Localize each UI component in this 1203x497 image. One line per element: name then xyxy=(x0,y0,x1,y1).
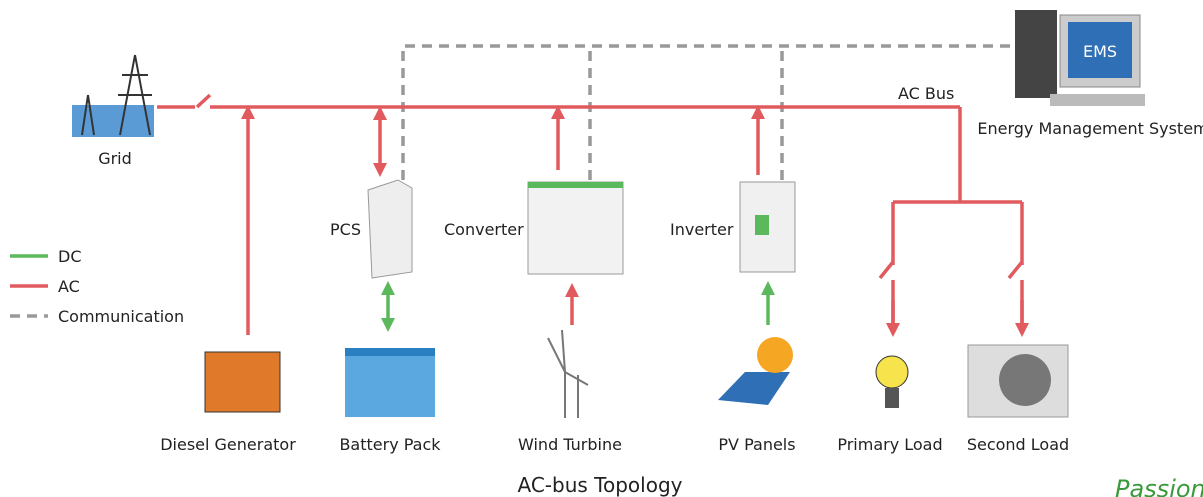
legend-label: DC xyxy=(58,247,82,266)
converter-label: PCS xyxy=(330,220,361,239)
device-icons xyxy=(204,329,1069,418)
device-label: Wind Turbine xyxy=(518,435,622,454)
bus-label: AC Bus xyxy=(898,84,954,103)
legend: DC AC Communication xyxy=(10,247,184,326)
device-label: Diesel Generator xyxy=(160,435,296,454)
converter-label: Converter xyxy=(444,220,524,239)
ems-caption: Energy Management System xyxy=(977,119,1203,138)
legend-label: AC xyxy=(58,277,80,296)
diagram-title: AC-bus Topology xyxy=(518,473,683,497)
device-label: PV Panels xyxy=(718,435,795,454)
device-label: Primary Load xyxy=(837,435,942,454)
ac-bus xyxy=(157,93,1029,337)
device-label: Battery Pack xyxy=(339,435,441,454)
converter-label: Inverter xyxy=(670,220,734,239)
watermark: Passion xyxy=(1115,475,1203,497)
ems-icon xyxy=(1015,10,1145,106)
grid-icon xyxy=(72,54,154,137)
grid-label: Grid xyxy=(98,149,132,168)
device-label: Second Load xyxy=(967,435,1069,454)
comm-lines xyxy=(401,44,1012,180)
ems-label: EMS xyxy=(1083,42,1117,61)
converter-icons xyxy=(367,179,796,279)
legend-label: Communication xyxy=(58,307,184,326)
